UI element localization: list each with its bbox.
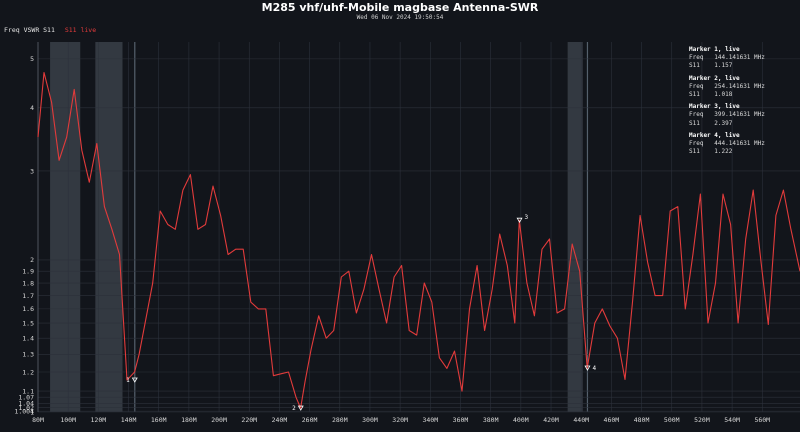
y-tick-label: 1.004 bbox=[14, 407, 34, 415]
x-tick-label: 460M bbox=[604, 416, 620, 424]
s11-trace-line bbox=[37, 71, 800, 409]
y-tick-label: 1.3 bbox=[22, 351, 34, 359]
band-highlight bbox=[50, 42, 81, 412]
band-highlight bbox=[567, 42, 583, 412]
y-tick-label: 1.4 bbox=[22, 334, 34, 342]
marker-s11-value: 1.157 bbox=[714, 62, 733, 70]
y-tick-label: 1.6 bbox=[22, 305, 34, 313]
marker-freq-row: Freq 144.141631 MHz bbox=[689, 54, 765, 62]
trace-layer bbox=[37, 71, 800, 409]
marker-readout: Marker 1, live Freq 144.141631 MHz S11 1… bbox=[689, 46, 765, 71]
x-tick-label: 420M bbox=[543, 416, 559, 424]
marker-label: 3 bbox=[525, 214, 529, 221]
axes: 80M 100M 120M 140M 160M 180M 200M 220M 240M 260M 2… bbox=[14, 42, 770, 424]
x-tick-label: 500M bbox=[664, 416, 680, 424]
y-tick-label: 1.7 bbox=[22, 292, 34, 300]
band-highlight bbox=[95, 42, 123, 412]
y-tick-label: 1.1 bbox=[22, 387, 34, 395]
y-tick-label: 1.2 bbox=[22, 368, 34, 376]
marker-readout-title: Marker 4, live bbox=[689, 131, 740, 139]
marker-readout: Marker 3, live Freq 399.141631 MHz S11 2… bbox=[689, 103, 765, 128]
x-tick-label: 140M bbox=[121, 416, 137, 424]
y-tick-label: 1.9 bbox=[22, 267, 34, 275]
x-tick-label: 400M bbox=[513, 416, 529, 424]
y-tick-label: 1 bbox=[30, 408, 34, 416]
x-tick-label: 180M bbox=[181, 416, 197, 424]
marker-layer: 1 2 3 4 bbox=[126, 214, 596, 412]
y-tick-label: 1.04 bbox=[18, 400, 34, 408]
grid bbox=[37, 42, 800, 413]
x-tick-label: 360M bbox=[453, 416, 469, 424]
marker-freq-value: 254.141631 MHz bbox=[714, 82, 765, 90]
marker-label: 2 bbox=[292, 405, 296, 412]
marker-freq-value: 144.141631 MHz bbox=[714, 54, 765, 62]
legend: Freq VSWR S11 S11 live bbox=[4, 26, 96, 34]
marker-readout-title: Marker 2, live bbox=[689, 74, 740, 82]
x-tick-label: 240M bbox=[272, 416, 288, 424]
marker-s11-value: 2.397 bbox=[714, 119, 733, 127]
x-tick-label: 100M bbox=[60, 416, 76, 424]
marker-freq-row: Freq 444.141631 MHz bbox=[689, 140, 765, 148]
timestamp: Wed 06 Nov 2024 19:50:54 bbox=[356, 14, 444, 21]
marker-readout-title: Marker 1, live bbox=[689, 46, 740, 53]
x-tick-label: 160M bbox=[151, 416, 167, 424]
marker-readout-panel: Marker 1, live Freq 144.141631 MHz S11 1… bbox=[689, 46, 765, 160]
band-highlights bbox=[50, 42, 589, 412]
marker-s11-value: 1.222 bbox=[714, 148, 733, 156]
y-tick-label: 1.5 bbox=[22, 319, 34, 327]
marker-triangle bbox=[584, 365, 591, 371]
marker-readout-title: Marker 3, live bbox=[689, 103, 740, 111]
marker-triangle bbox=[516, 217, 523, 223]
legend-y-name: VSWR S11 bbox=[23, 26, 55, 34]
marker-triangle bbox=[297, 405, 304, 411]
marker-triangle bbox=[131, 377, 138, 383]
y-tick-label: 3 bbox=[30, 167, 34, 175]
marker-s11-row: S11 1.222 bbox=[689, 148, 733, 156]
x-tick-label: 380M bbox=[483, 416, 499, 424]
legend-x-name: Freq bbox=[4, 26, 20, 34]
marker-s11-row: S11 2.397 bbox=[689, 119, 733, 127]
marker-freq-value: 444.141631 MHz bbox=[714, 140, 765, 148]
x-tick-label: 220M bbox=[241, 416, 257, 424]
x-tick-label: 560M bbox=[754, 416, 770, 424]
marker-freq-row: Freq 254.141631 MHz bbox=[689, 82, 765, 90]
marker-label: 4 bbox=[592, 365, 596, 372]
marker-s11-row: S11 1.018 bbox=[689, 91, 733, 99]
x-tick-label: 80M bbox=[32, 416, 44, 424]
x-tick-label: 300M bbox=[362, 416, 378, 424]
x-tick-label: 280M bbox=[332, 416, 348, 424]
marker-readout: Marker 2, live Freq 254.141631 MHz S11 1… bbox=[689, 75, 765, 100]
y-tick-label: 1.8 bbox=[22, 279, 34, 287]
marker-s11-row: S11 1.157 bbox=[689, 62, 733, 70]
y-tick-label: 1.07 bbox=[18, 393, 34, 401]
x-tick-label: 260M bbox=[302, 416, 318, 424]
marker-readout: Marker 4, live Freq 444.141631 MHz S11 1… bbox=[689, 132, 765, 157]
legend-trace-label: S11 live bbox=[64, 26, 97, 34]
marker-freq-value: 399.141631 MHz bbox=[714, 111, 765, 119]
marker-s11-value: 1.018 bbox=[714, 91, 733, 99]
x-tick-label: 440M bbox=[573, 416, 589, 424]
chart-title: M285 vhf/uhf-Mobile magbase Antenna-SWR bbox=[261, 1, 539, 14]
x-tick-label: 200M bbox=[211, 416, 227, 424]
x-tick-label: 320M bbox=[392, 416, 408, 424]
x-tick-label: 540M bbox=[724, 416, 740, 424]
y-tick-label: 2 bbox=[30, 256, 34, 264]
x-tick-label: 520M bbox=[694, 416, 710, 424]
x-tick-label: 480M bbox=[634, 416, 650, 424]
x-tick-label: 120M bbox=[91, 416, 107, 424]
y-tick-label: 4 bbox=[30, 104, 34, 112]
marker-label: 1 bbox=[126, 377, 130, 384]
y-tick-label: 1.02 bbox=[18, 404, 34, 412]
x-tick-label: 340M bbox=[422, 416, 438, 424]
marker-freq-row: Freq 399.141631 MHz bbox=[689, 111, 765, 119]
y-tick-label: 5 bbox=[30, 55, 34, 63]
